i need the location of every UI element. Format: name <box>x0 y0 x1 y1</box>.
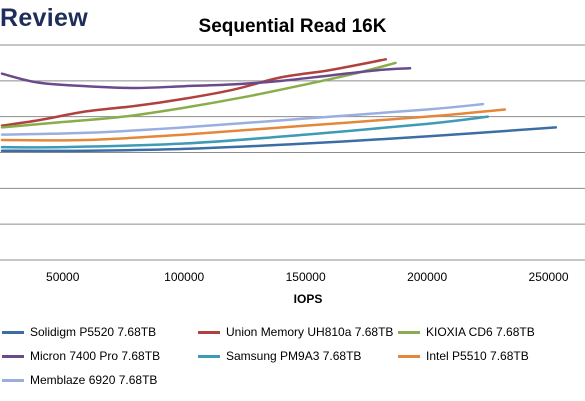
series-line-0 <box>0 126 558 153</box>
chart-legend: Solidigm P5520 7.68TB Union Memory UH810a… <box>2 320 585 400</box>
x-tick-label: 100000 <box>164 270 204 284</box>
legend-swatch <box>398 330 420 334</box>
x-tick-label: 150000 <box>286 270 326 284</box>
legend-swatch <box>198 330 220 334</box>
legend-label: Solidigm P5520 7.68TB <box>30 325 157 339</box>
legend-item: Intel P5510 7.68TB <box>398 349 529 363</box>
legend-label: Union Memory UH810a 7.68TB <box>226 325 394 339</box>
legend-label: Samsung PM9A3 7.68TB <box>226 349 362 363</box>
legend-swatch <box>2 378 24 382</box>
legend-item: Union Memory UH810a 7.68TB <box>198 325 393 339</box>
brand-logo: Review <box>0 4 88 32</box>
legend-label: Intel P5510 7.68TB <box>426 349 529 363</box>
legend-item: Memblaze 6920 7.68TB <box>2 373 157 387</box>
legend-label: Micron 7400 Pro 7.68TB <box>30 349 161 363</box>
series-line-3 <box>0 67 412 90</box>
x-tick-label: 50000 <box>46 270 80 284</box>
series-line-5 <box>0 108 507 142</box>
x-axis-title: IOPS <box>294 292 323 306</box>
legend-label: KIOXIA CD6 7.68TB <box>426 325 535 339</box>
legend-item: KIOXIA CD6 7.68TB <box>398 325 535 339</box>
series-line-2 <box>0 61 397 129</box>
series-line-1 <box>0 58 388 127</box>
legend-label: Memblaze 6920 7.68TB <box>30 373 158 387</box>
x-tick-label: 200000 <box>407 270 447 284</box>
legend-item: Samsung PM9A3 7.68TB <box>198 349 361 363</box>
legend-swatch <box>2 354 24 358</box>
legend-item: Solidigm P5520 7.68TB <box>2 325 156 339</box>
legend-swatch <box>398 354 420 358</box>
legend-item: Micron 7400 Pro 7.68TB <box>2 349 160 363</box>
legend-swatch <box>198 354 220 358</box>
legend-swatch <box>2 330 24 334</box>
series-line-6 <box>0 102 485 136</box>
chart-title: Sequential Read 16K <box>198 16 387 37</box>
series-line-4 <box>0 115 490 149</box>
x-tick-label: 250000 <box>529 270 569 284</box>
